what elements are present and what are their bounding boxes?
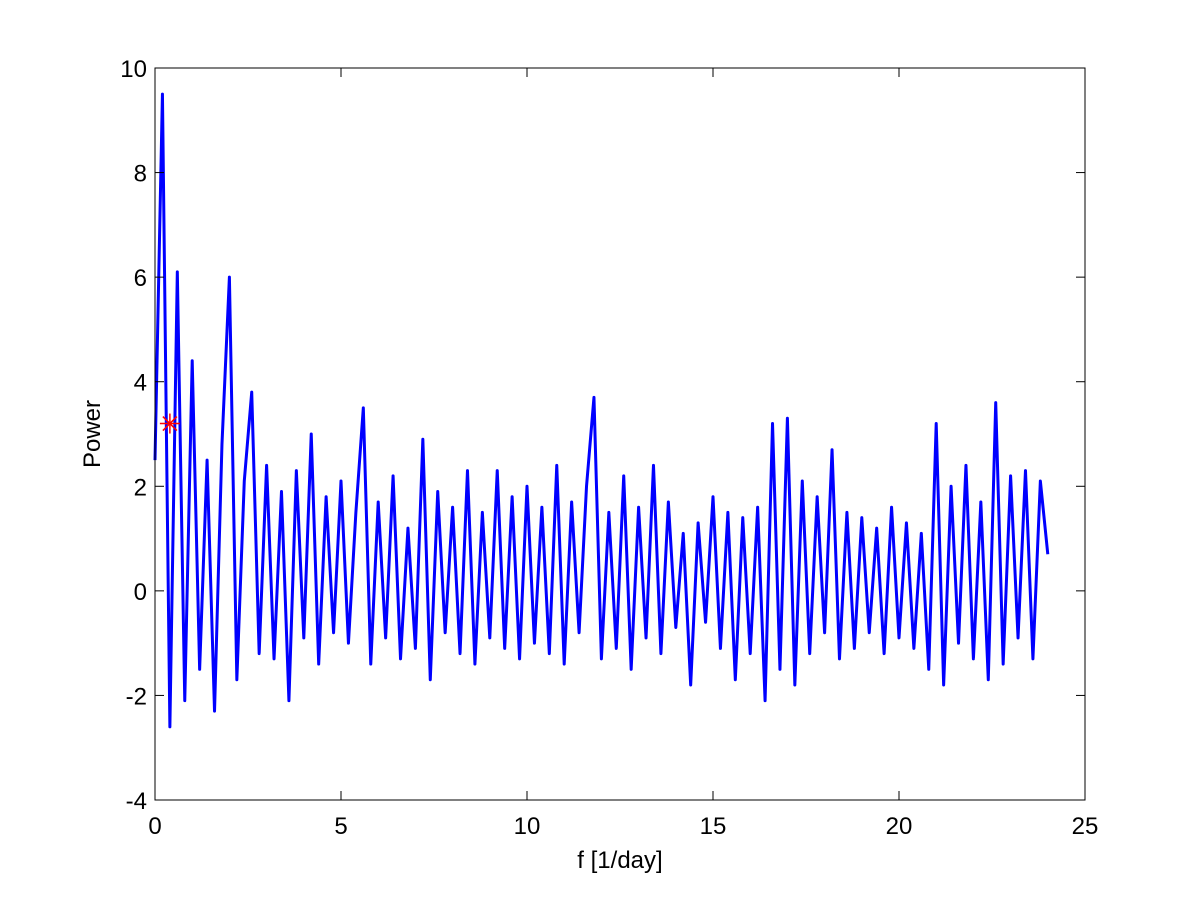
x-tick-label: 25 bbox=[1072, 813, 1099, 840]
star-marker bbox=[159, 413, 180, 434]
x-axis-label: f [1/day] bbox=[577, 847, 662, 874]
y-tick-label: -2 bbox=[126, 683, 147, 710]
y-tick-label: -4 bbox=[126, 788, 147, 815]
x-tick-label: 0 bbox=[148, 813, 161, 840]
y-tick-label: 2 bbox=[134, 474, 147, 501]
y-tick-label: 4 bbox=[134, 370, 147, 397]
y-tick-label: 0 bbox=[134, 579, 147, 606]
plot-frame bbox=[154, 67, 1086, 801]
y-axis-label: Power bbox=[79, 400, 106, 468]
data-line bbox=[153, 92, 1050, 729]
x-tick-label: 20 bbox=[886, 813, 913, 840]
x-tick-label: 10 bbox=[514, 813, 541, 840]
y-tick-label: 10 bbox=[120, 56, 147, 83]
star-stroke bbox=[162, 416, 178, 432]
y-tick-label: 6 bbox=[134, 265, 147, 292]
x-tick-label: 15 bbox=[700, 813, 727, 840]
x-tick-label: 5 bbox=[334, 813, 347, 840]
y-tick-label: 8 bbox=[134, 161, 147, 188]
